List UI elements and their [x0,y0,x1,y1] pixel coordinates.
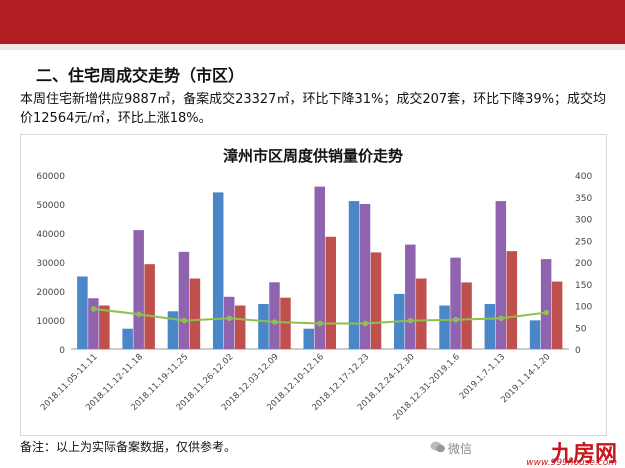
price-point [136,311,142,317]
deal-area-bar [540,259,552,349]
summary-text: 本周住宅新增供应9887㎡，备案成交23327㎡，环比下降31%；成交207套，… [20,92,607,126]
supply-bar [303,328,314,349]
chart-bars [77,186,563,349]
supply-bar [439,305,450,349]
supply-bar [212,192,224,349]
price-point [362,320,369,327]
wechat-icon [430,441,445,453]
price-point [226,315,233,322]
supply-bar [529,320,541,349]
price-point [498,315,504,322]
units-bar [99,305,110,349]
units-bar [234,305,246,349]
units-bar [551,281,563,349]
footnote: 备注：以上为实际备案数据，仅供参考。 [20,440,237,454]
units-bar [416,278,427,349]
y-right-tick-label: 250 [575,237,592,247]
brand-logo: 九房网 [550,441,617,467]
y-left-tick-label: 0 [59,346,65,356]
deal-area-bar [223,296,235,349]
units-bar [461,282,472,349]
price-point [181,317,187,324]
chart-axes: 0 10000 20000 30000 40000 50000 60000 0 50 100 150… [36,172,592,356]
deal-area-bar [359,204,371,349]
y-left-tick-label: 50000 [36,201,65,211]
weekly-chart: 漳州市区周度供销量价走势 0 10000 20000 30000 40000 50000 6… [36,147,592,422]
units-bar [325,236,336,349]
x-tick-labels: 2018.11.05-11.112018.11.12-11.182018.11.… [39,352,553,422]
price-point [407,317,414,324]
supply-bar [348,201,360,349]
supply-bar [122,328,133,349]
deal-area-bar [133,230,144,349]
price-point [90,306,97,312]
y-left-tick-label: 40000 [36,230,65,240]
y-right-tick-label: 300 [575,216,592,226]
top-banner-stripe [0,44,625,50]
price-point [543,309,550,316]
deal-area-bar [495,201,507,349]
chart-container: 漳州市区周度供销量价走势 0 10000 20000 30000 40000 50000 6… [20,134,607,436]
deal-area-bar [178,251,190,349]
x-tick-label: 2019.1.14-1.20 [499,352,552,405]
chart-title: 漳州市区周度供销量价走势 [223,147,403,165]
y-left-tick-label: 60000 [36,172,65,182]
x-tick-label: 2019.1.7-1.13 [458,352,507,401]
y-right-tick-label: 200 [575,259,592,269]
units-bar [370,252,382,349]
deal-area-bar [450,257,461,349]
y-right-tick-label: 150 [575,281,592,291]
y-right-tick-label: 400 [575,172,592,182]
y-left-tick-label: 20000 [36,288,65,298]
supply-bar [167,311,179,349]
price-point [271,319,278,325]
wechat-label: 微信 [448,442,473,456]
deal-area-bar [269,282,280,349]
deal-area-bar [314,186,325,349]
y-right-tick-label: 50 [575,324,587,334]
brand-site: www.999house.com [526,458,617,468]
top-banner [0,0,625,44]
y-right-tick-label: 100 [575,303,592,313]
section-heading: 二、住宅周成交走势（市区） [36,66,245,85]
supply-bar [258,304,269,349]
units-bar [189,278,201,349]
supply-bar [77,276,88,349]
deal-area-bar [405,244,416,349]
deal-area-bar [88,298,99,349]
y-right-tick-label: 0 [575,346,581,356]
units-bar [506,251,518,349]
y-left-tick-label: 10000 [36,317,65,327]
units-bar [144,264,155,349]
y-right-tick-label: 350 [575,194,592,204]
chart-lines [90,306,550,327]
price-point [317,320,323,327]
supply-bar [484,304,496,349]
price-point [453,316,459,323]
y-left-tick-label: 30000 [36,259,65,269]
